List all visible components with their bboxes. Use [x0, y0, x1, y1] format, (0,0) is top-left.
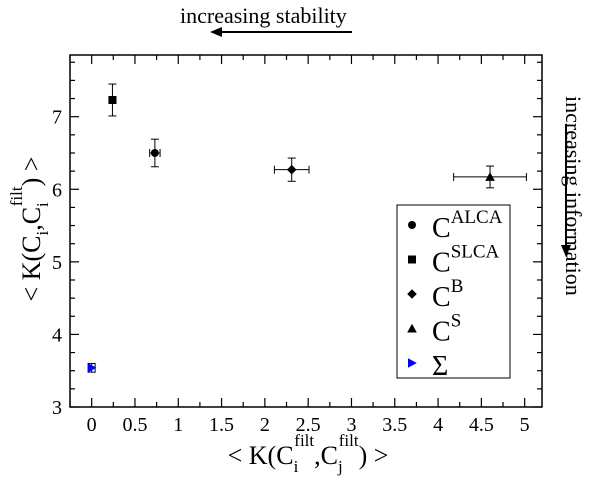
- legend-label: Σ: [432, 351, 448, 382]
- y-tick-label: 5: [52, 252, 62, 274]
- series-alca: [149, 138, 161, 168]
- data-point: [87, 363, 97, 373]
- series-b: [273, 157, 310, 182]
- x-tick-label: 4: [433, 414, 443, 436]
- x-tick-label: 5: [520, 414, 530, 436]
- legend-marker: [407, 323, 417, 333]
- x-axis-ticks: 0 0.5 1 1.5 2 2.5 3 3.5 4 4.5 5: [69, 55, 530, 436]
- series-s: [453, 165, 527, 189]
- x-tick-label: 3.5: [382, 414, 407, 436]
- legend-marker: [408, 255, 416, 264]
- plot-frame: [69, 54, 543, 408]
- data-point: [286, 164, 297, 175]
- legend-label: CS: [432, 311, 461, 348]
- y-axis-label: < K(Ci,Cifilt) >: [7, 157, 52, 302]
- x-tick-label: 1.5: [209, 414, 234, 436]
- information-annotation: increasing information: [561, 96, 586, 296]
- y-tick-label: 7: [52, 107, 62, 129]
- legend-label: CALCA: [432, 207, 503, 244]
- x-tick-label: 0: [87, 414, 97, 436]
- x-tick-label: 3: [346, 414, 356, 436]
- series-layer: [87, 83, 527, 373]
- stability-arrowhead: [210, 27, 222, 37]
- data-point: [150, 148, 159, 157]
- y-tick-label: 6: [52, 179, 62, 201]
- data-point: [108, 95, 117, 104]
- legend-label: CB: [432, 276, 463, 313]
- legend-marker: [408, 358, 417, 368]
- legend-box: [396, 204, 511, 379]
- stability-annotation: increasing stability: [180, 3, 347, 28]
- y-axis-ticks: 3 4 5 6 7: [52, 61, 542, 419]
- legend-marker: [408, 221, 416, 229]
- x-tick-label: 1: [173, 414, 183, 436]
- series-slca: [108, 83, 117, 117]
- legend-marker: [407, 289, 417, 299]
- x-tick-label: 0.5: [122, 414, 147, 436]
- information-arrowhead: [561, 245, 571, 257]
- x-tick-label: 2.5: [296, 414, 321, 436]
- data-point: [485, 172, 495, 181]
- x-tick-label: 2: [260, 414, 270, 436]
- legend-label: CSLCA: [432, 242, 500, 279]
- x-tick-label: 4.5: [469, 414, 494, 436]
- series-sigma: [87, 362, 97, 373]
- y-tick-label: 4: [52, 324, 62, 346]
- x-axis-label: < K(Cifilt,Cjfilt) >: [228, 431, 389, 476]
- y-tick-label: 3: [52, 397, 62, 419]
